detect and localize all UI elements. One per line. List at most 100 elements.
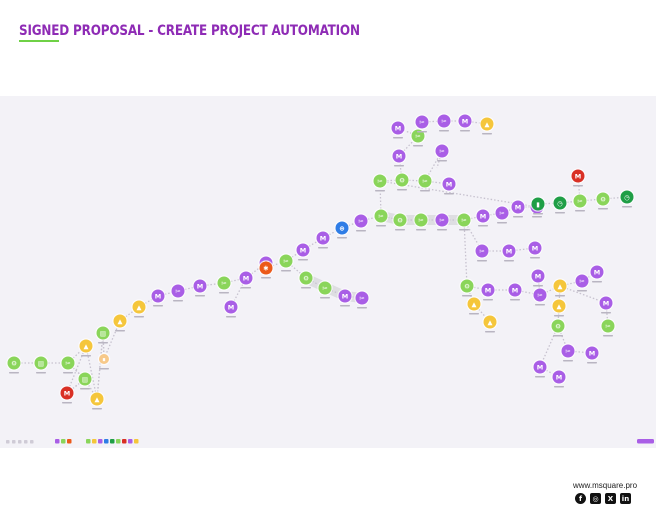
toolbar-button[interactable] [67,439,72,444]
module-caption [173,300,183,302]
make-module[interactable]: M [530,268,546,287]
toolbar-button[interactable] [92,439,97,444]
router-module[interactable]: ✂ [572,193,588,212]
toolbar-button[interactable] [128,439,133,444]
make-module[interactable]: M [457,113,473,132]
router-module[interactable]: ✂ [317,280,333,299]
router-module[interactable]: ✂ [353,213,369,232]
explain-flow-button[interactable] [637,439,654,444]
router-module[interactable]: ✂ [560,343,576,362]
flow-module[interactable]: ▲ [78,338,94,357]
make-module[interactable]: M [598,295,614,314]
router-module[interactable]: ✂ [278,253,294,272]
toolbar-button[interactable] [98,439,103,444]
tools-module[interactable]: ⚙ [459,278,475,297]
canvas-control-button[interactable] [30,440,34,444]
router-module[interactable]: ✂ [373,208,389,227]
toolbar-button[interactable] [86,439,91,444]
make-module[interactable]: M [532,359,548,378]
linkedin-icon[interactable]: in [620,493,631,504]
router-module[interactable]: ✂ [417,173,433,192]
make-module[interactable]: M [584,345,600,364]
router-module[interactable]: ✂ [436,113,452,132]
make-module[interactable]: M [295,242,311,261]
make-module[interactable]: M [507,282,523,301]
canvas-control-button[interactable] [24,440,28,444]
webhook-module[interactable]: ✱ [258,260,274,279]
router-module[interactable]: ✂ [434,212,450,231]
canvas-control-button[interactable] [18,440,22,444]
toolbar-button[interactable] [55,439,60,444]
flow-module[interactable]: ▲ [112,313,128,332]
toolbar-button[interactable] [122,439,127,444]
x-icon[interactable]: X [605,493,616,504]
toolbar-button[interactable] [61,439,66,444]
canvas-control-button[interactable] [12,440,16,444]
router-module[interactable]: ✂ [354,290,370,309]
router-module[interactable]: ✂ [532,287,548,306]
gmail-module[interactable]: M [570,168,586,187]
make-module[interactable]: M [315,230,331,249]
facebook-icon[interactable]: f [575,493,586,504]
router-module[interactable]: ✂ [372,173,388,192]
flow-module[interactable]: ▲ [482,314,498,333]
sheets-module[interactable]: ▤ [33,355,49,374]
make-module[interactable]: M [501,243,517,262]
make-module[interactable]: M [510,199,526,218]
make-module[interactable]: M [527,240,543,259]
router-module[interactable]: ✂ [474,243,490,262]
tools-module[interactable]: ⚙ [595,191,611,210]
clock-module[interactable]: ◷ [552,195,568,214]
toolbar-button[interactable] [116,439,121,444]
sheets-module[interactable]: ▤ [77,371,93,390]
scenario-canvas[interactable]: ⚙ ▤ ✂ ▤ M ▲ ▲ ▤ ⏸ ▲ ▲ M ✂ M ✂ M M ✱ ✂ M M ⊕ ✂ ✂ ⚙ ✂ ✂ ✂ M ✂ M M ✂ ⚙ ✂ M M ✂ M ✂… [0,96,656,448]
tools-module[interactable]: ⚙ [550,318,566,337]
scenario-diagram[interactable]: ⚙ ▤ ✂ ▤ M ▲ ▲ ▤ ⏸ ▲ ▲ M ✂ M ✂ M M ✱ ✂ M M ⊕ ✂ ✂ ⚙ ✂ ✂ ✂ M ✂ M M ✂ ⚙ ✂ M M ✂ M ✂… [0,96,656,448]
sheets-module[interactable]: ▤ [95,325,111,344]
router-module[interactable]: ✂ [60,355,76,374]
router-module[interactable]: ✂ [600,318,616,337]
make-module[interactable]: M [551,369,567,388]
flow-module[interactable]: ▲ [552,278,568,297]
make-module[interactable]: M [223,299,239,318]
docs-module[interactable]: ▮ [530,196,546,215]
tools-module[interactable]: ⚙ [298,270,314,289]
make-module[interactable]: M [238,270,254,289]
router-module[interactable]: ✂ [413,212,429,231]
flow-icon: ▲ [137,303,142,311]
router-module[interactable]: ✂ [414,114,430,133]
clock-module[interactable]: ◷ [619,189,635,208]
make-module[interactable]: M [441,176,457,195]
toolbar-button[interactable] [104,439,109,444]
flow-module[interactable]: ▲ [89,391,105,410]
make-module[interactable]: M [391,148,407,167]
website-link[interactable]: www.msquare.pro [573,481,638,490]
gmail-module[interactable]: M [59,385,75,404]
flow-module[interactable]: ▲ [551,298,567,317]
make-module[interactable]: M [390,120,406,139]
instagram-icon[interactable]: ◎ [590,493,601,504]
flow-module[interactable]: ▲ [479,116,495,135]
flow-module[interactable]: ▲ [466,296,482,315]
make-module[interactable]: M [475,208,491,227]
make-module[interactable]: M [480,282,496,301]
router-module[interactable]: ✂ [456,212,472,231]
tools-module[interactable]: ⚙ [392,212,408,231]
toolbar-button[interactable] [134,439,139,444]
flow-module[interactable]: ▲ [131,299,147,318]
make-module[interactable]: M [589,264,605,283]
router-module[interactable]: ✂ [216,275,232,294]
router-module[interactable]: ✂ [434,143,450,162]
canvas-control-button[interactable] [6,440,10,444]
tools-module[interactable]: ⚙ [6,355,22,374]
toolbar-button[interactable] [110,439,115,444]
tools-module[interactable]: ⚙ [394,172,410,191]
make-module[interactable]: M [150,288,166,307]
sleep-module[interactable]: ⏸ [97,352,111,370]
make-module[interactable]: M [192,278,208,297]
router-module[interactable]: ✂ [494,205,510,224]
router-module[interactable]: ✂ [170,283,186,302]
http-module[interactable]: ⊕ [334,220,350,239]
make-module[interactable]: M [337,288,353,307]
router-module[interactable]: ✂ [574,273,590,292]
